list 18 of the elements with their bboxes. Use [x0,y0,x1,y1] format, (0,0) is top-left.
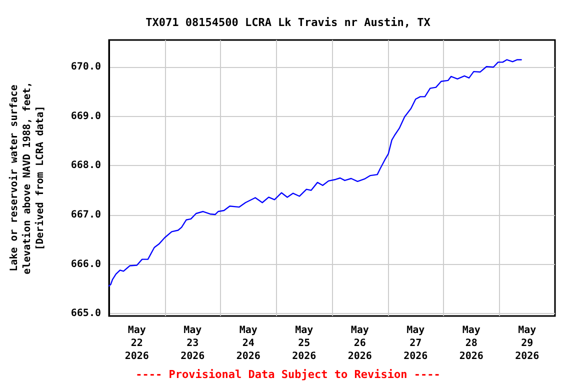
x-tick-label: May 29 2026 [515,325,540,362]
y-tick-label: 667.0 [70,209,101,220]
x-tick-label: May 27 2026 [404,325,428,362]
x-tick-label: May 24 2026 [236,325,260,362]
x-tick-label: May 23 2026 [180,325,205,362]
x-tick-label: May 28 2026 [459,325,484,362]
y-axis-title: Lake or reservoir water surface elevation above NAVD 1988, feet, [Derived from LCRA data] [8,82,46,274]
chart-title: TX071 08154500 LCRA Lk Travis nr Austin, TX [146,16,431,29]
y-tick-label: 666.0 [70,258,101,270]
y-tick-label: 669.0 [70,110,101,122]
x-tick-label: May 26 2026 [348,325,372,362]
y-tick-label: 665.0 [70,308,101,320]
line-series [108,59,522,287]
y-tick-label: 668.0 [70,160,101,172]
x-tick-label: May 25 2026 [292,325,316,362]
y-tick-label: 670.0 [70,62,101,73]
text: ---- Provisional Data Subject to Revision ---- [136,368,440,381]
x-tick-label: May 22 2026 [124,325,149,362]
